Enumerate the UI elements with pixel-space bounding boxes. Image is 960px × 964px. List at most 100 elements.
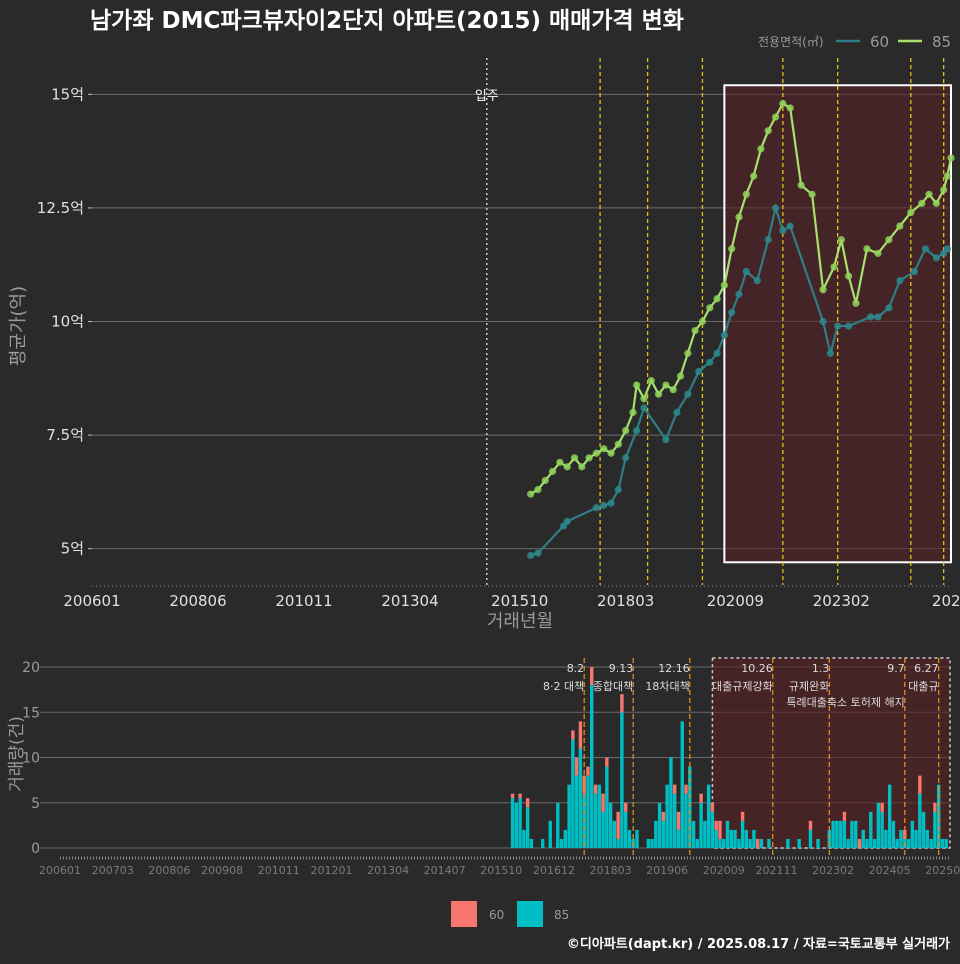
bar-85 [737,838,741,848]
data-point-85 [837,236,845,244]
data-point-85 [735,213,743,221]
data-point-85 [874,249,882,257]
price-axes: 200601 200806 201011 201304 201510 201803 2020… [63,585,960,610]
bar-85 [706,784,711,848]
volume-x-tick-label: 202111 [756,864,798,877]
bar-85 [605,766,609,848]
x-tick-label: 2025 [932,592,960,610]
bar-85 [759,838,764,848]
volume-y-tick-label: 5 [31,796,40,812]
bar-85 [597,784,601,848]
data-point-85 [706,304,714,312]
chart-title: 남가좌 DMC파크뷰자이2단지 아파트(2015) 매매가격 변화 [90,8,684,34]
bar-60 [684,784,688,794]
bar-85 [571,739,575,848]
bar-85 [559,838,564,848]
data-point-85 [852,299,860,307]
data-point-60 [720,331,728,339]
bar-85 [620,712,624,848]
bar-85 [665,784,669,848]
data-point-85 [819,286,827,294]
policy-label: 특례대출축소 토허제 해지 [786,695,904,709]
data-point-85 [885,236,893,244]
data-point-60 [786,222,794,230]
data-point-85 [918,199,926,207]
volume-x-tick-label: 200908 [201,864,243,877]
data-point-85 [720,281,728,289]
data-point-60 [932,254,940,262]
data-point-85 [863,245,871,253]
volume-y-tick-label: 0 [31,841,40,857]
bar-85 [650,838,654,848]
bar-85 [522,829,526,848]
data-point-85 [607,449,615,457]
data-point-60 [845,322,853,330]
bar-85 [627,829,632,848]
data-point-60 [673,408,681,416]
bar-85 [944,838,948,848]
volume-y-tick-label: 20 [22,660,40,676]
bar-85 [661,820,666,848]
bar-85 [688,766,692,848]
bar-60 [673,784,677,794]
bar-85 [518,798,522,848]
x-tick-label: 201304 [381,592,438,610]
volume-x-tick-label: 202508 [925,864,960,877]
data-point-85 [684,349,692,357]
bar-85 [895,838,899,848]
data-point-85 [585,454,593,462]
bar-85 [725,820,730,848]
bar-85 [695,838,700,848]
volume-x-tick-label: 202009 [703,864,745,877]
data-point-60 [874,313,882,321]
bar-85 [933,811,937,848]
bar-85 [808,829,813,848]
volume-x-tick-label: 200703 [92,864,134,877]
data-point-85 [647,376,655,385]
bar-85 [835,820,839,848]
legend-swatch-85 [517,901,543,927]
volume-x-tick-label: 201011 [258,864,300,877]
data-point-60 [633,426,641,435]
bar-85 [744,829,749,848]
bar-85 [608,802,613,848]
data-point-60 [563,517,571,525]
data-point-85 [592,449,601,457]
data-point-85 [779,99,787,108]
x-tick-label: 200601 [63,592,120,610]
data-point-60 [834,322,842,330]
bar-85 [876,802,881,848]
volume-x-tick-label: 201304 [367,864,409,877]
data-point-60 [826,349,834,357]
volume-x-tick-label: 202302 [812,864,854,877]
bar-85 [842,820,847,848]
x-tick-label: 202302 [813,592,870,610]
bar-60 [578,721,583,749]
bar-85 [635,829,639,848]
bar-85 [816,838,820,848]
data-point-60 [742,267,750,276]
bar-60 [933,802,937,812]
data-point-85 [907,208,915,217]
bar-85 [797,838,801,848]
bar-85 [586,775,590,848]
bar-85 [722,838,726,848]
volume-x-tick-label: 201201 [311,864,353,877]
bar-85 [929,838,933,848]
volume-x-tick-label: 201510 [480,864,522,877]
data-point-85 [654,390,663,398]
bar-85 [563,829,568,848]
data-point-60 [753,277,761,285]
data-point-85 [534,485,542,494]
bar-60 [676,811,681,830]
bar-60 [620,694,624,713]
bar-85 [891,820,896,848]
bar-85 [548,820,552,848]
volume-x-tick-label: 202405 [869,864,911,877]
bar-85 [872,838,877,848]
data-point-85 [932,199,940,207]
volume-highlight-box [711,657,951,849]
price-series [527,99,955,560]
volume-y-axis-label: 거래량(건) [7,716,27,792]
